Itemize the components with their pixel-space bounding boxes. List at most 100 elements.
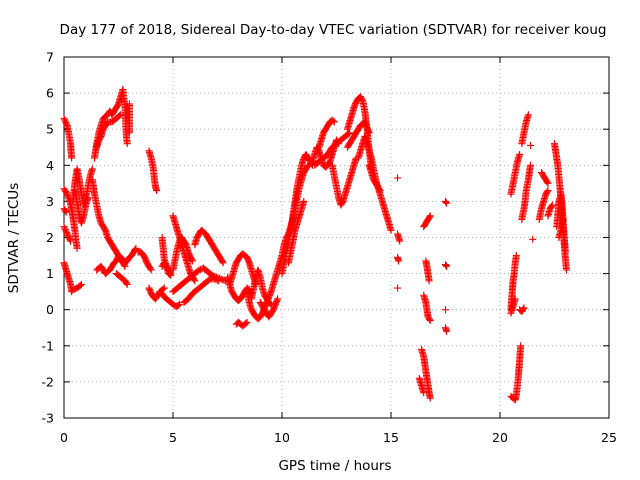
data-point-marker [344,130,352,138]
data-point-marker [63,230,71,238]
y-tick-label: 1 [46,266,54,281]
data-point-marker [147,266,155,274]
data-point-marker [529,235,537,243]
data-point-marker [544,179,552,187]
data-point-marker [548,202,556,210]
data-point-marker [88,165,96,173]
data-point-marker [562,266,570,274]
data-point-marker [543,178,551,186]
data-point-marker [63,228,71,236]
data-point-marker [274,295,282,303]
data-point-marker [174,301,182,309]
data-markers [60,85,570,404]
data-point-marker [68,154,76,162]
data-point-marker [300,197,308,205]
data-point-marker [62,208,70,216]
data-point-marker [330,118,338,126]
data-point-marker [243,318,251,326]
data-point-marker [442,306,449,314]
data-point-marker [548,201,556,209]
x-tick-label: 25 [601,430,617,445]
data-point-marker [66,236,74,244]
data-point-marker [304,161,312,169]
data-point-marker [167,270,175,278]
y-axis-label: SDTVAR / TECUs [6,183,22,293]
data-point-marker [195,266,203,274]
data-point-marker [210,275,218,283]
data-point-marker [519,305,527,313]
grid-lines [64,57,609,418]
y-tick-label: -3 [42,411,54,426]
data-point-marker [189,257,197,265]
data-point-marker [426,315,434,323]
data-point-marker [61,117,69,125]
data-point-marker [61,116,69,124]
y-tick-label: 2 [46,230,54,245]
y-tick-label: 6 [46,86,54,101]
data-point-marker [73,244,81,252]
x-tick-label: 0 [60,430,68,445]
data-point-marker [520,304,528,312]
data-point-marker [117,111,125,119]
data-point-marker [60,223,68,231]
data-point-marker [219,259,227,267]
data-point-marker [426,394,434,402]
data-point-marker [426,213,434,221]
data-point-marker [65,234,73,242]
data-point-marker [561,248,569,256]
data-point-marker [122,279,130,287]
y-tick-label: 0 [46,302,54,317]
data-point-marker [559,215,567,223]
data-point-marker [376,187,384,195]
data-point-marker [527,141,535,149]
data-point-marker [76,281,84,289]
data-point-marker [62,227,70,235]
y-tick-label: 5 [46,122,54,137]
data-point-marker [524,111,532,119]
data-point-marker [543,188,551,196]
data-point-marker [160,284,168,292]
data-point-marker [426,212,434,220]
data-point-marker [512,252,520,260]
data-point-marker [153,187,161,195]
axis-ticks: 0 5 10 15 20 25 -3 -2 -1 0 1 2 3 4 5 6 7 [42,50,617,446]
x-axis-label: GPS time / hours [278,458,391,474]
data-point-marker [69,286,77,294]
data-point-marker [266,299,274,307]
data-point-marker [346,129,354,137]
data-point-marker [212,276,220,284]
data-point-marker [65,233,73,241]
x-tick-label: 10 [274,430,290,445]
data-point-marker [242,319,250,327]
data-point-marker [395,257,403,265]
x-tick-label: 15 [383,430,399,445]
data-point-marker [394,174,402,182]
data-point-marker [375,185,383,193]
data-point-marker [146,265,154,273]
data-point-marker [213,276,221,284]
y-tick-label: -2 [42,374,54,389]
data-point-marker [420,389,428,397]
data-point-marker [63,120,71,128]
data-point-marker [61,226,69,234]
data-point-marker [62,119,70,127]
x-tick-label: 5 [169,430,177,445]
data-point-marker [132,244,140,252]
data-point-marker [303,163,311,171]
data-point-marker [527,161,535,169]
data-point-marker [218,258,226,266]
data-point-marker [218,276,226,284]
data-point-marker [188,256,196,264]
y-tick-label: 4 [46,158,54,173]
data-point-marker [215,277,223,285]
data-point-marker [329,117,337,125]
data-point-marker [125,129,133,137]
data-point-marker [544,187,552,195]
data-point-marker [116,112,124,120]
data-point-marker [443,199,451,207]
data-point-marker [60,114,68,122]
data-point-marker [84,194,92,202]
chart-title: Day 177 of 2018, Sidereal Day-to-day VTE… [60,22,607,38]
